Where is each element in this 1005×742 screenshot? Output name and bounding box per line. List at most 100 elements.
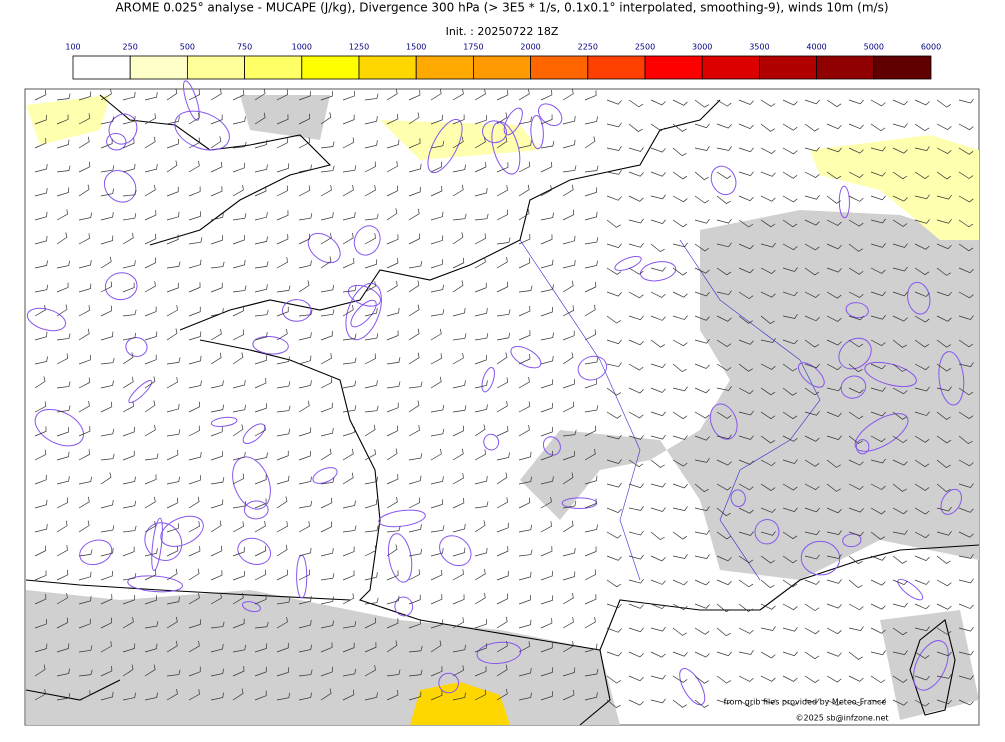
- barb: [606, 362, 622, 368]
- barb: [496, 497, 508, 509]
- barb: [826, 219, 842, 226]
- barb: [276, 405, 291, 413]
- contour: [855, 439, 870, 455]
- barb: [430, 284, 444, 293]
- barb: [276, 356, 290, 365]
- barb: [716, 363, 732, 371]
- barb: [650, 387, 666, 393]
- barb: [826, 99, 842, 108]
- barb: [936, 291, 952, 297]
- barb: [188, 425, 201, 437]
- barb: [716, 290, 732, 296]
- barb: [518, 208, 530, 221]
- barb: [694, 146, 710, 151]
- contour: [503, 107, 523, 136]
- barb: [958, 603, 974, 609]
- barb: [188, 619, 202, 629]
- barb: [518, 184, 530, 197]
- barb: [584, 616, 596, 629]
- barb: [188, 237, 203, 245]
- barb: [936, 651, 952, 657]
- barb: [100, 380, 114, 389]
- barb: [650, 651, 666, 658]
- barb: [100, 212, 114, 221]
- barb: [606, 195, 622, 201]
- barb: [672, 147, 687, 157]
- barb: [100, 88, 112, 101]
- barb: [474, 547, 488, 557]
- barb: [364, 281, 376, 293]
- colorbar-box: [472, 55, 531, 80]
- barb: [56, 114, 69, 125]
- barb: [144, 453, 159, 461]
- barb: [936, 363, 952, 372]
- barb: [650, 459, 665, 468]
- barb: [716, 627, 731, 637]
- barb: [320, 141, 335, 149]
- barb: [34, 449, 47, 461]
- barb: [210, 545, 223, 557]
- barb: [826, 195, 841, 204]
- contour: [350, 299, 377, 328]
- barb: [386, 640, 398, 653]
- barb: [144, 184, 156, 197]
- barb: [496, 89, 509, 101]
- barb: [518, 285, 533, 293]
- barb: [254, 594, 267, 605]
- barb: [364, 545, 377, 557]
- barb: [452, 425, 465, 437]
- barb: [606, 267, 622, 275]
- barb: [474, 380, 488, 389]
- barb: [452, 617, 464, 629]
- barb: [56, 617, 69, 629]
- barb: [452, 665, 464, 677]
- barb: [584, 669, 599, 677]
- barb: [298, 521, 310, 533]
- barb: [276, 185, 289, 197]
- barb: [694, 243, 710, 252]
- barb: [320, 256, 332, 269]
- barb: [628, 123, 643, 132]
- barb: [694, 267, 710, 274]
- barb: [298, 213, 313, 221]
- barb: [232, 116, 246, 125]
- barb: [628, 195, 644, 202]
- contour: [281, 299, 312, 322]
- barb: [276, 617, 288, 629]
- barb: [386, 139, 400, 149]
- barb: [496, 688, 508, 701]
- barb: [892, 650, 908, 655]
- barb: [716, 411, 732, 419]
- barb: [848, 483, 864, 490]
- barb: [166, 377, 178, 389]
- barb: [56, 260, 70, 269]
- barb: [936, 673, 952, 679]
- barb: [804, 554, 820, 560]
- barb: [144, 643, 158, 653]
- barb: [166, 403, 180, 413]
- barb: [606, 339, 622, 345]
- barb: [298, 380, 312, 389]
- barb: [848, 171, 864, 178]
- barb: [804, 530, 820, 536]
- barb: [386, 381, 401, 389]
- barb: [782, 314, 798, 319]
- barb: [430, 259, 444, 269]
- colorbar-label: 3000: [692, 43, 712, 52]
- barb: [232, 644, 247, 653]
- barb: [518, 476, 532, 485]
- barb: [188, 496, 200, 509]
- barb: [166, 160, 178, 173]
- barb: [804, 146, 820, 152]
- barb: [210, 282, 223, 293]
- barb: [518, 524, 533, 533]
- barb: [276, 163, 290, 173]
- barb: [804, 483, 820, 491]
- barb: [672, 483, 688, 489]
- barb: [738, 339, 754, 345]
- barb: [848, 315, 864, 321]
- barb: [232, 424, 244, 437]
- barb: [870, 579, 886, 586]
- barb: [496, 237, 511, 245]
- barb: [210, 520, 222, 533]
